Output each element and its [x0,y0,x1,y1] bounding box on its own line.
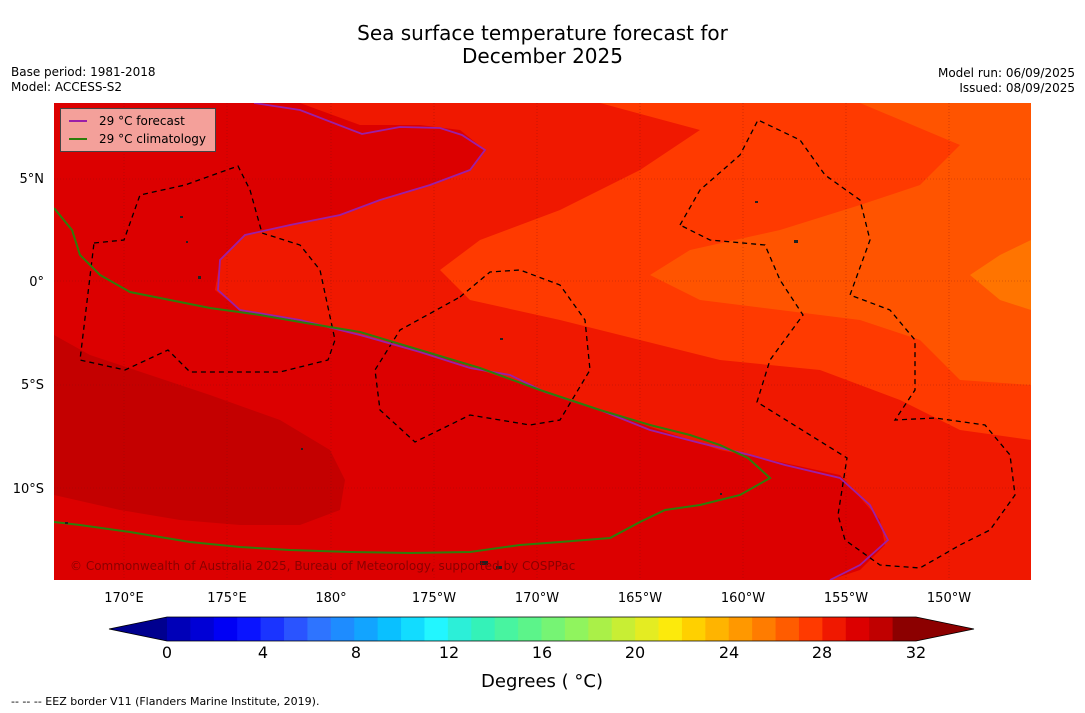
colorbar-segment [728,617,753,641]
lon-label-170e: 170°E [104,591,144,606]
colorbar-segment [237,617,262,641]
lon-label-175e: 175°E [207,591,247,606]
colorbar-outline [108,616,975,642]
colorbar-segment [424,617,449,641]
colorbar-segment [705,617,730,641]
lon-label-155w: 155°W [824,591,868,606]
colorbar-segment [611,617,636,641]
legend-swatch-climatology [69,138,87,140]
colorbar-extend-high [916,617,974,641]
isotherm-29-forecast [217,103,890,580]
colorbar-segment [775,617,800,641]
copyright-credit: © Commonwealth of Australia 2025, Bureau… [70,559,575,573]
sst-region-32-east [970,240,1031,310]
colorbar-segment [518,617,542,641]
legend-item-forecast: 29 °C forecast [69,114,185,128]
colorbar-segment [307,617,332,641]
colorbar-segment [658,617,683,641]
colorbar-segment [588,617,613,641]
colorbar-segment [377,617,402,641]
colorbar-segment [564,617,589,641]
chart-title: Sea surface temperature forecast for Dec… [0,22,1085,68]
colorbar-segment [892,617,917,641]
model-info: Base period: 1981-2018 Model: ACCESS-S2 [11,65,156,95]
cb-tick-32: 32 [906,643,926,662]
eez-border-phoenix [374,269,591,443]
colorbar-segment [401,617,425,641]
colorbar-segment [330,617,355,641]
colorbar-segment [471,617,496,641]
legend-item-climatology: 29 °C climatology [69,132,206,146]
base-period: Base period: 1981-2018 [11,65,156,79]
lat-label-5s: 5°S [21,378,44,393]
lat-axis: 5°N 0° 5°S 10°S [13,172,44,497]
cb-tick-24: 24 [719,643,739,662]
isotherm-legend: 29 °C forecast 29 °C climatology [60,108,216,152]
eez-border-tuvalu [79,165,336,373]
colorbar-segment [822,617,847,641]
colorbar-segment [284,617,308,641]
colorbar-title: Degrees ( °C) [481,671,603,692]
cb-tick-4: 4 [258,643,268,662]
colorbar [108,616,975,642]
colorbar-segment [752,617,777,641]
sst-region-31-east [650,103,1031,385]
colorbar-segment [635,617,660,641]
cb-tick-28: 28 [812,643,832,662]
lat-label-5n: 5°N [20,172,45,187]
lon-label-160w: 160°W [721,591,765,606]
issued-date: Issued: 08/09/2025 [959,81,1075,95]
colorbar-segment [190,617,215,641]
cb-tick-16: 16 [532,643,552,662]
colorbar-segment [260,617,285,641]
lat-label-0: 0° [29,275,44,290]
colorbar-segment [447,617,472,641]
lon-label-165w: 165°W [618,591,662,606]
colorbar-segment [213,617,238,641]
lon-label-170w: 170°W [515,591,559,606]
colorbar-segment [845,617,870,641]
colorbar-segment [869,617,894,641]
colorbar-segment [354,617,379,641]
colorbar-segment [798,617,823,641]
sst-region-29-west [54,335,345,525]
cb-tick-20: 20 [625,643,645,662]
lon-label-180: 180° [315,591,346,606]
legend-label-forecast: 29 °C forecast [99,114,185,128]
cb-tick-12: 12 [439,643,459,662]
colorbar-segment [541,617,566,641]
isotherm-29-climatology [54,207,772,555]
colorbar-segment [494,617,519,641]
model-run: Model run: 06/09/2025 [937,66,1075,80]
title-line-1: Sea surface temperature forecast for [357,21,728,45]
eez-borders [79,119,1016,569]
cb-tick-0: 0 [162,643,172,662]
eez-footnote: -- -- -- EEZ border V11 (Flanders Marine… [11,695,320,708]
sst-fill-layers [54,103,1031,580]
cb-tick-8: 8 [351,643,361,662]
lat-label-10s: 10°S [13,482,44,497]
lon-axis: 170°E 175°E 180° 175°W 170°W 165°W 160°W… [104,591,971,606]
island-markers [65,201,798,569]
colorbar-ticks: 0 4 8 12 16 20 24 28 32 [162,643,926,662]
legend-swatch-forecast [69,120,87,122]
colorbar-extend-low [109,617,167,641]
title-line-2: December 2025 [462,44,623,68]
lon-label-150w: 150°W [927,591,971,606]
model-name: Model: ACCESS-S2 [11,80,123,94]
run-info: Model run: 06/09/2025 Issued: 08/09/2025 [938,66,1075,96]
lon-label-175w: 175°W [412,591,456,606]
colorbar-segment [167,617,191,641]
graticule [54,103,1031,580]
legend-label-climatology: 29 °C climatology [99,132,207,146]
colorbar-segment [681,617,706,641]
